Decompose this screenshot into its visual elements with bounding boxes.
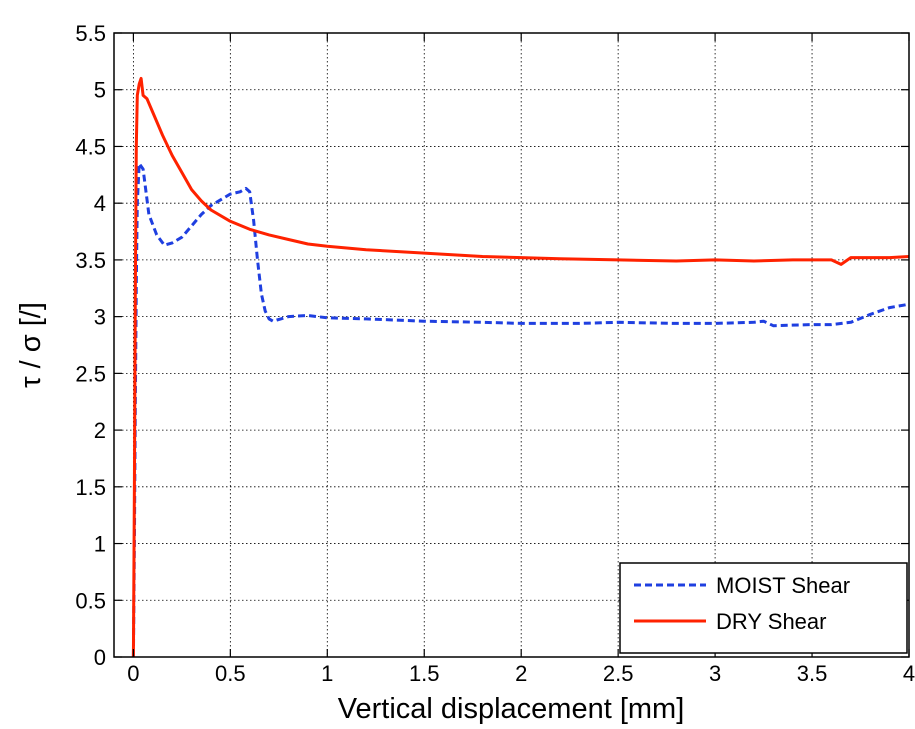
x-tick-label: 3.5 — [797, 661, 828, 686]
plot-frame — [113, 32, 910, 658]
y-tick-label: 4 — [94, 191, 106, 216]
legend-label-moist-shear: MOIST Shear — [716, 573, 850, 598]
y-tick-label: 4.5 — [75, 134, 106, 159]
x-tick-label: 0 — [127, 661, 139, 686]
y-tick-label: 5.5 — [75, 21, 106, 46]
x-tick-label: 0.5 — [215, 661, 246, 686]
series-layer — [131, 76, 910, 658]
y-tick-label: 0 — [94, 645, 106, 670]
plot-background — [114, 33, 909, 657]
x-tick-label: 2 — [515, 661, 527, 686]
x-tick-label: 1.5 — [409, 661, 440, 686]
x-axis-title: Vertical displacement [mm] — [338, 693, 685, 725]
y-tick-label: 1 — [94, 532, 106, 557]
x-tick-label: 1 — [321, 661, 333, 686]
y-axis-title: τ / σ [/] — [15, 302, 47, 388]
x-tick-label: 2.5 — [603, 661, 634, 686]
tick-labels: 0 0.5 1 1.5 2 2.5 3 3.5 4 0 0.5 1 1.5 2 2.5 3 3.5 4 4.5 5 5.… — [75, 21, 915, 686]
x-tick-label: 3 — [709, 661, 721, 686]
y-tick-label: 3 — [94, 305, 106, 330]
y-tick-label: 0.5 — [75, 588, 106, 613]
y-tick-label: 2.5 — [75, 361, 106, 386]
y-tick-label: 2 — [94, 418, 106, 443]
x-tick-label: 4 — [903, 661, 915, 686]
legend-label-dry-shear: DRY Shear — [716, 609, 826, 634]
y-tick-label: 3.5 — [75, 248, 106, 273]
series-line-moist-shear — [131, 162, 910, 658]
series-line-dry-shear — [131, 76, 910, 658]
legend: MOIST Shear DRY Shear — [619, 562, 908, 654]
y-tick-label: 1.5 — [75, 475, 106, 500]
legend-box — [619, 562, 908, 654]
y-tick-label: 5 — [94, 78, 106, 103]
